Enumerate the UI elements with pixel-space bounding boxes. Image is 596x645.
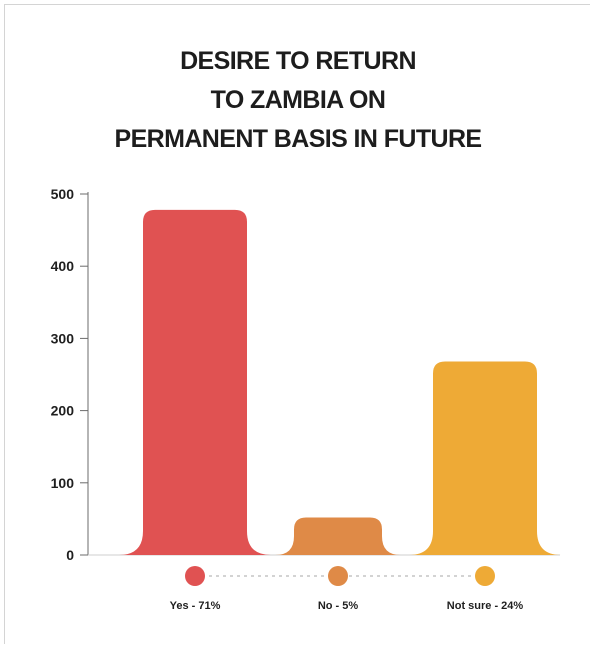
category-label-1: Yes - 71% <box>170 600 221 612</box>
chart-frame <box>4 4 590 644</box>
category-label-2: No - 5% <box>318 600 359 612</box>
y-tick-label: 0 <box>66 547 74 563</box>
chart-title-line-3: PERMANENT BASIS IN FUTURE <box>114 125 483 153</box>
y-tick-label: 100 <box>51 475 75 491</box>
category-label-3: Not sure - 24% <box>447 600 524 612</box>
chart-title-line-1: DESIRE TO RETURN <box>180 47 416 75</box>
category-dot-1 <box>185 566 205 586</box>
chart-title: DESIRE TO RETURN TO ZAMBIA ON PERMANENT … <box>0 42 596 159</box>
y-tick-label: 300 <box>51 330 75 346</box>
chart-title-line-2: TO ZAMBIA ON <box>210 86 386 114</box>
category-dot-2 <box>328 566 348 586</box>
bar-1 <box>119 209 271 555</box>
y-tick-label: 500 <box>51 186 75 202</box>
y-tick-label: 400 <box>51 258 75 274</box>
category-dot-3 <box>475 566 495 586</box>
y-tick-label: 200 <box>51 403 75 419</box>
bar-3 <box>409 361 561 555</box>
bar-2 <box>275 517 401 555</box>
